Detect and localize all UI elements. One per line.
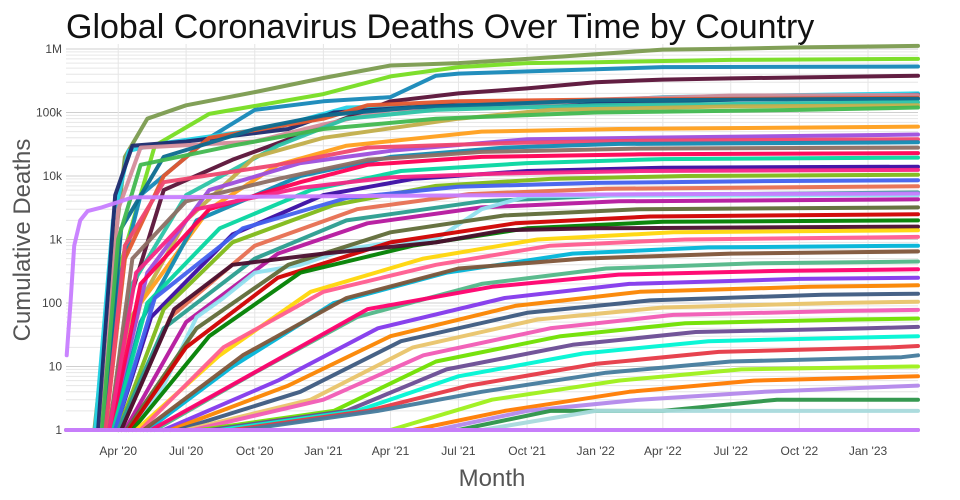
y-axis-title: Cumulative Deaths <box>9 139 36 342</box>
series-line <box>113 178 920 432</box>
series-line <box>119 224 920 432</box>
series-line <box>122 197 920 432</box>
x-tick-label: Jan '23 <box>849 444 888 458</box>
series-line <box>113 164 920 432</box>
x-tick-label: Jul '22 <box>714 444 749 458</box>
series-line <box>103 95 920 432</box>
x-tick-label: Oct '21 <box>508 444 546 458</box>
series-line <box>141 249 920 432</box>
x-axis-ticks: Apr '20 Jul '20 Oct '20 Jan '21 Apr '21 Jul '… <box>99 444 887 458</box>
series-line <box>99 105 920 432</box>
series-line <box>321 408 920 432</box>
series-lines <box>64 43 920 432</box>
chart-title: Global Coronavirus Deaths Over Time by C… <box>66 8 815 46</box>
series-line <box>103 64 920 432</box>
y-tick-label: 1k <box>49 233 63 247</box>
series-line <box>107 73 920 432</box>
x-tick-label: Jul '20 <box>169 444 204 458</box>
series-line <box>161 275 920 432</box>
x-tick-label: Apr '22 <box>644 444 682 458</box>
series-line <box>124 205 920 432</box>
y-tick-label: 10k <box>43 169 63 183</box>
series-line <box>190 307 920 432</box>
x-tick-label: Apr '21 <box>372 444 410 458</box>
y-tick-label: 1 <box>55 423 62 437</box>
series-line <box>64 191 920 358</box>
y-tick-label: 1M <box>45 42 62 56</box>
x-tick-label: Oct '22 <box>781 444 819 458</box>
x-tick-label: Jan '21 <box>304 444 343 458</box>
y-tick-label: 100k <box>36 106 63 120</box>
series-line <box>108 132 920 432</box>
series-line <box>107 167 920 432</box>
x-tick-label: Apr '20 <box>99 444 137 458</box>
x-tick-label: Jan '22 <box>577 444 616 458</box>
series-line <box>184 299 920 432</box>
y-tick-label: 100 <box>42 296 62 310</box>
series-line <box>99 56 920 432</box>
x-tick-label: Oct '20 <box>236 444 274 458</box>
series-line <box>149 267 920 432</box>
series-line <box>101 96 920 432</box>
series-line <box>126 212 920 432</box>
x-tick-label: Jul '21 <box>441 444 476 458</box>
series-line <box>134 228 920 432</box>
series-line <box>107 145 920 432</box>
series-line <box>138 234 920 432</box>
series-line <box>107 124 920 432</box>
x-axis-title: Month <box>459 465 526 492</box>
series-line <box>240 353 920 432</box>
y-tick-label: 10 <box>49 360 63 374</box>
series-line <box>175 291 920 432</box>
series-line <box>103 137 920 432</box>
series-line <box>108 151 920 432</box>
y-axis-ticks: 1 10 100 1k 10k 100k 1M <box>36 42 63 437</box>
series-line <box>105 103 920 432</box>
series-line <box>168 283 920 432</box>
